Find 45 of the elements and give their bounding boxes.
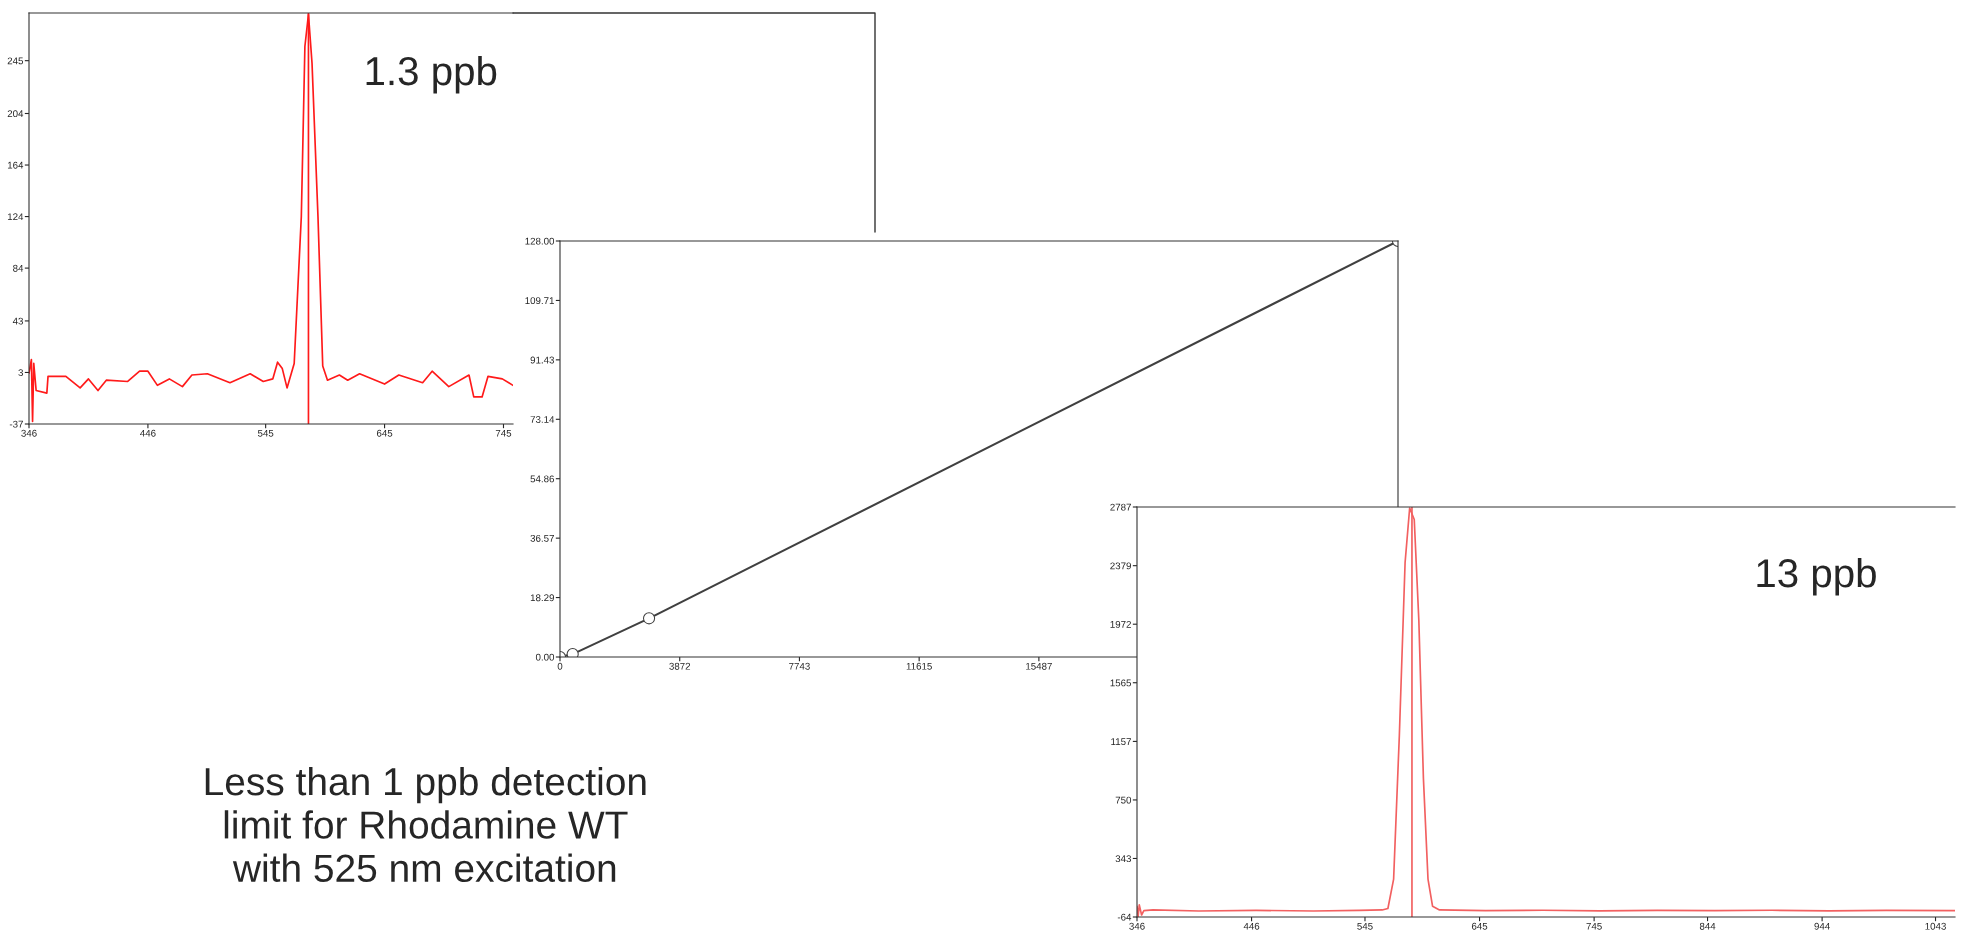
x-tick-label: 7743 [789,662,810,670]
x-tick-label: 446 [1243,922,1260,930]
x-tick-label: 545 [257,429,274,437]
y-tick-label: 54.86 [530,475,555,483]
y-tick-label: 750 [1115,796,1132,804]
y-tick-label: 43 [12,317,24,325]
x-tick-label: 346 [1129,922,1145,930]
y-tick-label: 109.71 [525,297,554,305]
y-tick-label: 84 [13,264,24,272]
x-tick-label: 15487 [1026,662,1052,670]
x-tick-label: 745 [1586,922,1602,930]
y-tick-label: 1972 [1110,620,1131,628]
y-tick-label: 343 [1115,855,1132,863]
y-tick-label: 128.00 [525,237,555,245]
y-tick-label: 36.57 [530,534,554,542]
y-tick-label: 73.14 [530,416,555,423]
y-tick-label: 164 [7,161,24,169]
y-tick-label: 2787 [1110,503,1131,511]
text: Less than 1 ppb detection limit for Rhodamine WT with 525 nm excitation [205,766,646,883]
y-tick-label: 2379 [1110,562,1131,570]
y-tick-label: 18.29 [530,594,554,602]
x-tick-label: 0 [557,662,563,670]
y-tick-label: 0.00 [535,653,555,661]
y-tick-label: 204 [7,110,24,118]
y-tick-label: 245 [7,57,24,65]
annotation: 1.3 ppb [366,55,497,94]
x-tick-label: 645 [1471,922,1488,930]
x-tick-label: 944 [1814,922,1830,930]
x-tick-label: 446 [140,429,156,437]
annotation: 13 ppb [1757,557,1876,596]
y-tick-label: 3 [18,369,24,377]
y-tick-label: 91.43 [530,356,555,364]
x-tick-label: 745 [495,429,512,437]
y-tick-label: 1565 [1110,679,1132,687]
y-tick-label: -37 [9,420,23,428]
x-tick-label: 1043 [1925,922,1946,930]
y-tick-label: -64 [1117,913,1132,921]
y-tick-label: 124 [7,213,24,221]
x-tick-label: 645 [376,429,393,437]
x-tick-label: 346 [21,429,37,437]
y-tick-label: 1157 [1111,738,1131,746]
x-tick-label: 11615 [906,662,932,670]
x-tick-label: 545 [1357,922,1373,930]
x-tick-label: 3872 [669,662,691,670]
x-tick-label: 844 [1699,922,1716,930]
